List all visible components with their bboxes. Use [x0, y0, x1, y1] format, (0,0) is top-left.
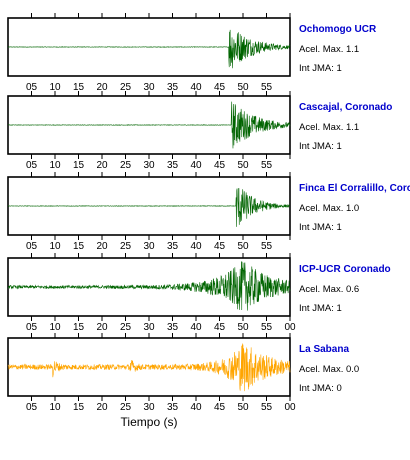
x-tick-label: 45: [214, 160, 226, 171]
station-name: ICP-UCR Coronado: [299, 264, 391, 275]
x-tick-label: 55: [261, 241, 273, 252]
x-tick-label: 45: [214, 82, 226, 93]
x-tick-label: 40: [190, 402, 202, 413]
x-tick-label: 40: [190, 82, 202, 93]
x-tick-label: 50: [237, 402, 249, 413]
x-tick-label: 35: [167, 322, 179, 333]
x-tick-label: 10: [49, 402, 61, 413]
x-tick-label: 45: [214, 402, 226, 413]
x-tick-label: 05: [26, 241, 38, 252]
x-tick-label: 30: [143, 82, 155, 93]
x-tick-label: 45: [214, 322, 226, 333]
x-tick-label: 15: [73, 160, 85, 171]
jma-intensity-label: Int JMA: 1: [299, 222, 342, 233]
acel-max-label: Acel. Max. 0.0: [299, 364, 359, 375]
x-tick-label: 25: [120, 160, 132, 171]
x-tick-label: 35: [167, 160, 179, 171]
x-tick-label: 50: [237, 160, 249, 171]
x-tick-label: 55: [261, 82, 273, 93]
acel-max-label: Acel. Max. 1.1: [299, 122, 359, 133]
x-tick-label: 00: [284, 322, 296, 333]
x-tick-label: 05: [26, 322, 38, 333]
x-tick-label: 15: [73, 402, 85, 413]
x-tick-label: 10: [49, 322, 61, 333]
x-tick-label: 00: [284, 402, 296, 413]
x-tick-label: 30: [143, 160, 155, 171]
x-tick-label: 15: [73, 322, 85, 333]
jma-intensity-label: Int JMA: 1: [299, 63, 342, 74]
acel-max-label: Acel. Max. 0.6: [299, 284, 359, 295]
x-tick-label: 30: [143, 241, 155, 252]
x-tick-label: 25: [120, 241, 132, 252]
waveform-trace: [7, 188, 291, 227]
x-tick-label: 55: [261, 402, 273, 413]
x-tick-label: 25: [120, 322, 132, 333]
x-tick-label: 30: [143, 402, 155, 413]
waveform-trace: [7, 343, 291, 392]
x-tick-label: 05: [26, 82, 38, 93]
x-tick-label: 25: [120, 82, 132, 93]
waveform-trace: [7, 101, 291, 149]
x-axis-label: Tiempo (s): [121, 415, 178, 429]
waveform-trace: [7, 261, 291, 311]
x-tick-label: 40: [190, 241, 202, 252]
station-name: Cascajal, Coronado: [299, 102, 392, 113]
x-tick-label: 35: [167, 402, 179, 413]
x-tick-label: 20: [96, 82, 108, 93]
x-tick-label: 50: [237, 241, 249, 252]
waveform-trace: [7, 29, 291, 69]
x-tick-label: 05: [26, 402, 38, 413]
x-tick-label: 50: [237, 82, 249, 93]
x-tick-label: 40: [190, 160, 202, 171]
jma-intensity-label: Int JMA: 1: [299, 303, 342, 314]
x-tick-label: 55: [261, 160, 273, 171]
x-tick-label: 55: [261, 322, 273, 333]
jma-intensity-label: Int JMA: 1: [299, 141, 342, 152]
x-tick-label: 05: [26, 160, 38, 171]
acel-max-label: Acel. Max. 1.1: [299, 44, 359, 55]
x-tick-label: 20: [96, 241, 108, 252]
x-tick-label: 20: [96, 402, 108, 413]
station-name: La Sabana: [299, 344, 349, 355]
x-tick-label: 15: [73, 241, 85, 252]
x-tick-label: 35: [167, 82, 179, 93]
x-tick-label: 35: [167, 241, 179, 252]
x-tick-label: 40: [190, 322, 202, 333]
x-tick-label: 15: [73, 82, 85, 93]
x-tick-label: 10: [49, 82, 61, 93]
station-name: Ochomogo UCR: [299, 24, 377, 35]
station-name: Finca El Corralillo, Coronado: [299, 183, 410, 194]
jma-intensity-label: Int JMA: 0: [299, 383, 342, 394]
x-tick-label: 50: [237, 322, 249, 333]
x-tick-label: 45: [214, 241, 226, 252]
x-tick-label: 10: [49, 160, 61, 171]
x-tick-label: 20: [96, 160, 108, 171]
x-tick-label: 10: [49, 241, 61, 252]
acel-max-label: Acel. Max. 1.0: [299, 203, 359, 214]
x-tick-label: 25: [120, 402, 132, 413]
x-tick-label: 30: [143, 322, 155, 333]
x-tick-label: 20: [96, 322, 108, 333]
